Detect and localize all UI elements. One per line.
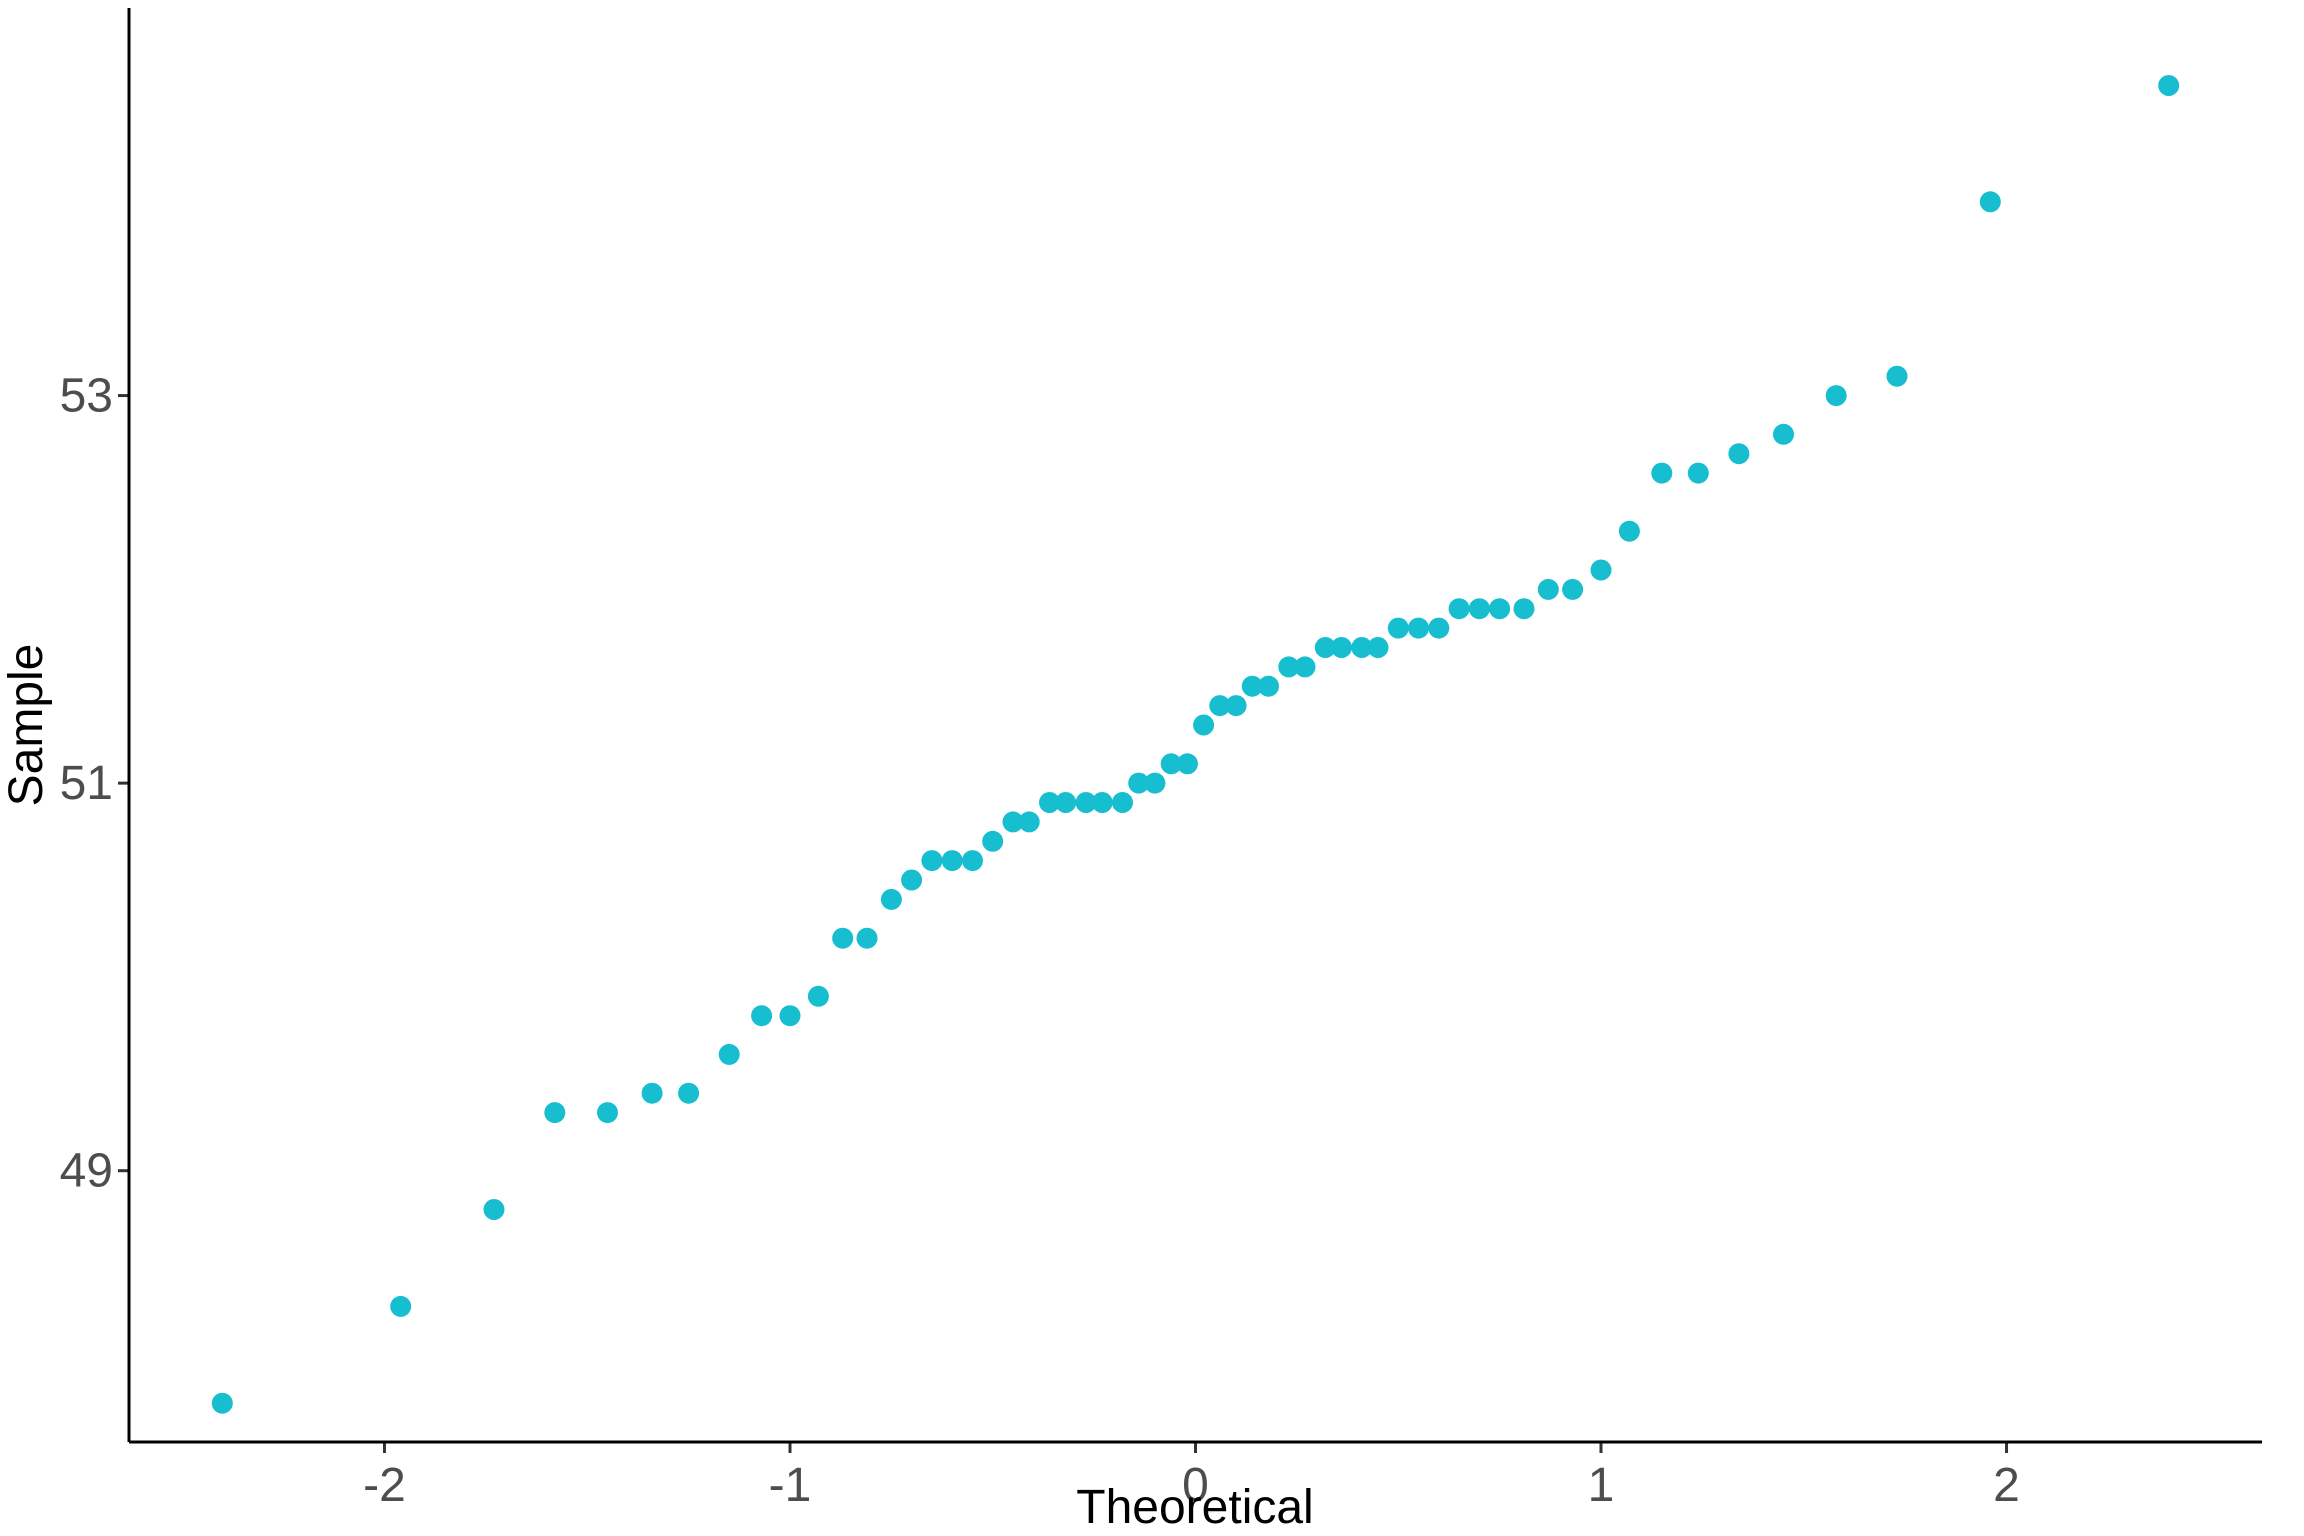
data-point-14 (880, 888, 902, 910)
data-point-50 (1562, 578, 1584, 600)
x-tick-label--2: -2 (363, 1459, 406, 1512)
y-tick-label-49: 49 (60, 1145, 113, 1198)
data-point-12 (832, 927, 854, 949)
data-point-11 (807, 985, 829, 1007)
data-point-41 (1367, 637, 1389, 658)
data-point-52 (1618, 520, 1640, 542)
data-point-18 (962, 850, 983, 872)
data-point-51 (1590, 559, 1612, 581)
data-point-45 (1448, 598, 1470, 620)
x-tick-label-2: 2 (1993, 1459, 2020, 1512)
data-point-58 (1886, 365, 1908, 387)
data-point-25 (1091, 792, 1113, 813)
data-point-57 (1825, 385, 1847, 407)
data-point-35 (1258, 675, 1279, 697)
x-tick-label-0: 0 (1182, 1459, 1209, 1512)
data-point-54 (1687, 462, 1709, 484)
data-point-47 (1489, 598, 1511, 620)
data-point-5 (597, 1102, 618, 1124)
data-point-2 (390, 1295, 412, 1317)
data-point-8 (718, 1043, 740, 1065)
data-point-37 (1294, 656, 1316, 678)
data-point-46 (1468, 598, 1490, 620)
data-point-31 (1193, 714, 1215, 736)
y-tick-label-53: 53 (60, 370, 113, 423)
data-point-39 (1331, 637, 1352, 658)
data-point-27 (1128, 772, 1150, 794)
data-point-38 (1314, 637, 1336, 658)
x-tick-label-1: 1 (1588, 1459, 1615, 1512)
data-point-29 (1160, 753, 1182, 775)
data-point-9 (751, 1005, 773, 1027)
data-point-32 (1209, 695, 1231, 717)
data-point-16 (921, 850, 943, 872)
data-point-55 (1728, 443, 1750, 465)
data-point-53 (1651, 462, 1673, 484)
data-point-13 (856, 927, 878, 949)
data-point-7 (678, 1082, 700, 1104)
points-layer (211, 75, 2180, 1414)
y-tick-label-51: 51 (60, 757, 113, 810)
data-point-34 (1241, 675, 1263, 697)
data-point-59 (1979, 191, 2001, 213)
y-axis-title: Sample (0, 644, 53, 807)
y-axis-ticks: 49 51 53 (60, 370, 129, 1198)
data-point-26 (1112, 792, 1133, 813)
data-point-33 (1225, 695, 1247, 717)
data-point-48 (1513, 598, 1535, 620)
data-point-60 (2158, 75, 2180, 96)
data-point-6 (641, 1082, 663, 1104)
data-point-30 (1176, 753, 1198, 775)
data-point-56 (1773, 423, 1794, 445)
data-point-36 (1278, 656, 1300, 678)
x-axis-ticks: -2 -1 0 1 2 (363, 1442, 2020, 1512)
data-point-43 (1408, 617, 1429, 639)
data-point-3 (483, 1199, 505, 1220)
data-point-23 (1055, 792, 1077, 813)
data-point-10 (779, 1005, 801, 1027)
data-point-49 (1537, 578, 1559, 600)
data-point-40 (1351, 637, 1373, 658)
data-point-42 (1387, 617, 1409, 639)
data-point-44 (1428, 617, 1450, 639)
x-tick-label--1: -1 (769, 1459, 812, 1512)
data-point-22 (1039, 792, 1060, 813)
data-point-1 (211, 1392, 233, 1414)
data-point-21 (1018, 811, 1040, 833)
data-point-20 (1002, 811, 1024, 833)
data-point-4 (544, 1102, 566, 1124)
data-point-17 (941, 850, 963, 872)
data-point-28 (1144, 772, 1166, 794)
data-point-24 (1075, 792, 1097, 813)
data-point-19 (982, 830, 1004, 852)
x-axis-title: Theoretical (1076, 1481, 1313, 1534)
data-point-15 (901, 869, 923, 891)
